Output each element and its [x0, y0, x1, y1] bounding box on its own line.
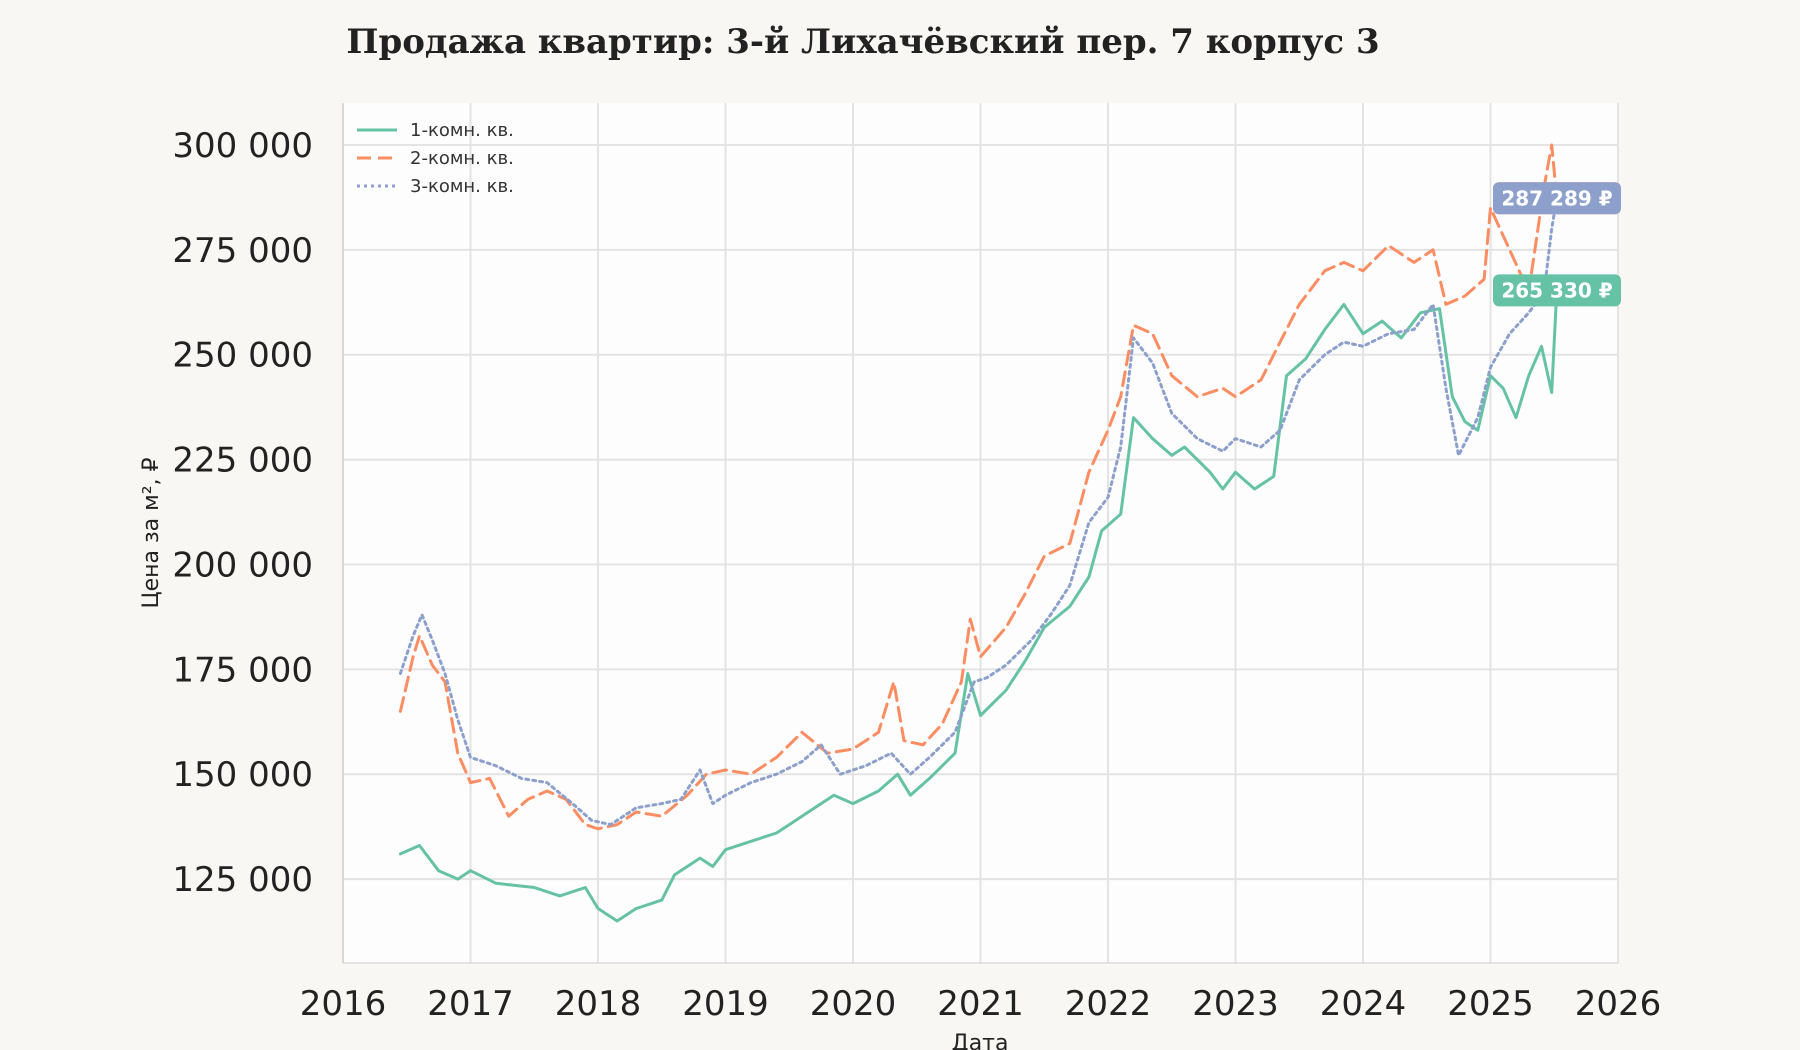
x-tick-label: 2022 [1065, 984, 1152, 1024]
x-tick-label: 2025 [1447, 984, 1534, 1024]
x-tick-label: 2016 [300, 984, 387, 1024]
x-tick-label: 2018 [555, 984, 642, 1024]
chart-title: Продажа квартир: 3-й Лихачёвский пер. 7 … [346, 22, 1379, 62]
y-tick-label: 150 000 [172, 755, 313, 795]
y-tick-label: 175 000 [172, 650, 313, 690]
legend-label: 3-комн. кв. [410, 176, 514, 197]
end-value-badge [1493, 182, 1621, 215]
end-value-badge [1493, 274, 1621, 307]
end-value-label: 265 330 ₽ [1501, 278, 1612, 302]
legend: 1-комн. кв. 2-комн. кв. 3-комн. кв. [357, 120, 514, 197]
y-tick-labels: 125 000 150 000 175 000 200 000 225 000 250 0… [172, 126, 313, 900]
x-gridlines [342, 103, 1619, 963]
y-axis-label: Цена за м², ₽ [139, 457, 164, 608]
x-tick-label: 2017 [427, 984, 514, 1024]
y-tick-label: 250 000 [172, 336, 313, 376]
series-line-2 [398, 143, 1559, 831]
legend-label: 1-комн. кв. [410, 120, 514, 141]
y-tick-label: 275 000 [172, 231, 313, 271]
x-tick-label: 2023 [1192, 984, 1279, 1024]
y-tick-label: 125 000 [172, 860, 313, 900]
x-tick-label: 2026 [1575, 984, 1662, 1024]
series-layer [398, 143, 1559, 923]
x-tick-label: 2020 [810, 984, 897, 1024]
series-line-3 [398, 196, 1559, 827]
y-tick-label: 225 000 [172, 441, 313, 481]
y-tick-label: 200 000 [172, 545, 313, 585]
end-value-badges: 287 289 ₽287 289 ₽265 330 ₽ [1493, 182, 1621, 307]
x-axis-label: Дата [952, 1031, 1009, 1050]
end-value-label: 287 289 ₽ [1501, 186, 1612, 210]
x-tick-labels: 2016 2017 2018 2019 2020 2021 2022 2023 2024 2025… [300, 984, 1662, 1024]
legend-label: 2-комн. кв. [410, 148, 514, 169]
y-gridlines [343, 143, 1618, 881]
x-tick-label: 2019 [682, 984, 769, 1024]
x-tick-label: 2024 [1320, 984, 1407, 1024]
y-tick-label: 300 000 [172, 126, 313, 166]
x-tick-label: 2021 [937, 984, 1024, 1024]
